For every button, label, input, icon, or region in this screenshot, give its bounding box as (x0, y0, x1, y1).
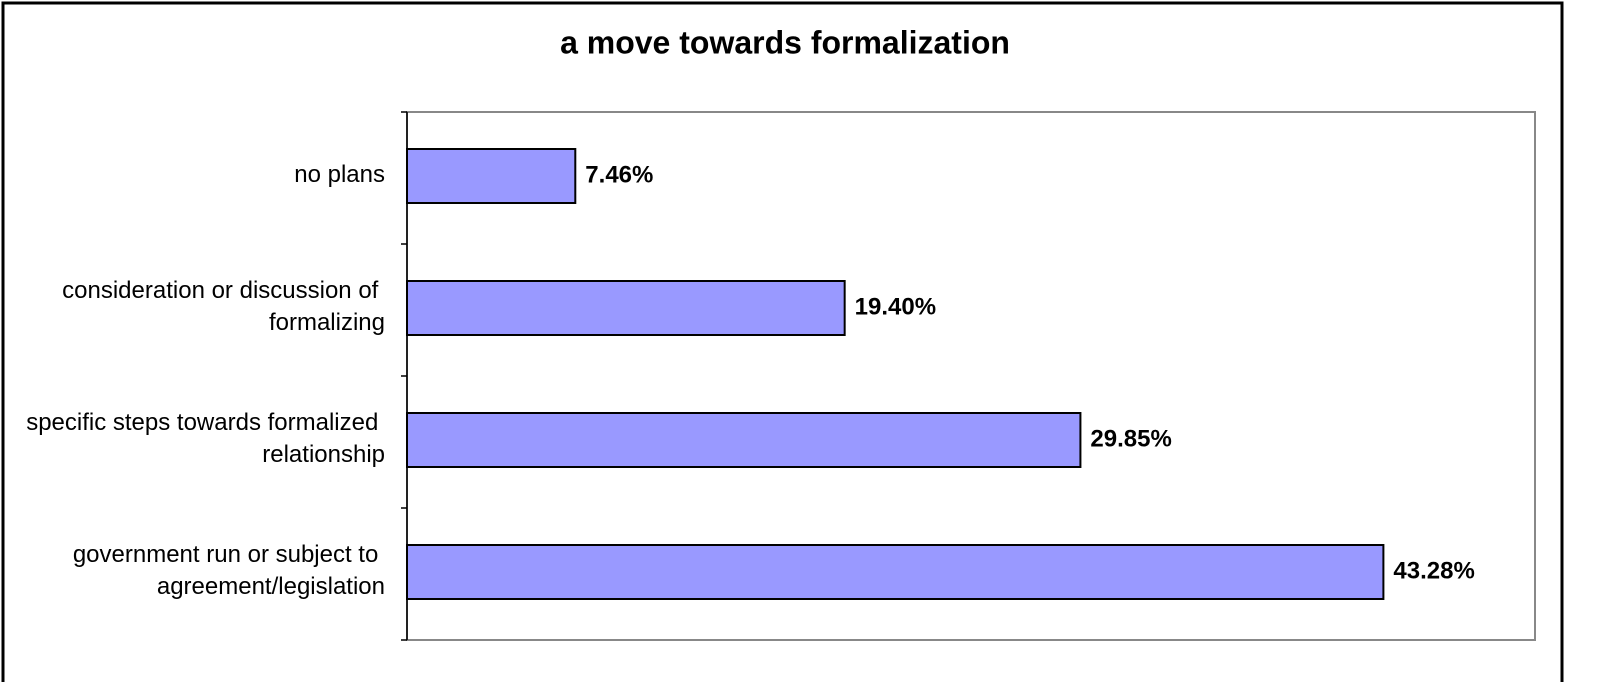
data-label: 43.28% (1393, 557, 1474, 584)
data-label: 7.46% (585, 161, 653, 188)
y-tick-label: no plans (294, 161, 385, 188)
chart-title: a move towards formalization (560, 24, 1010, 60)
y-tick-label: consideration or discussion of formalizi… (62, 277, 385, 336)
y-tick-label: specific steps towards formalized relati… (26, 409, 385, 468)
y-tick-label: government run or subject to agreement/l… (73, 541, 385, 600)
data-label: 29.85% (1090, 425, 1171, 452)
bar (406, 412, 1082, 468)
bar (406, 280, 846, 336)
data-label: 19.40% (855, 293, 936, 320)
bar (406, 148, 577, 204)
bar (406, 544, 1385, 600)
